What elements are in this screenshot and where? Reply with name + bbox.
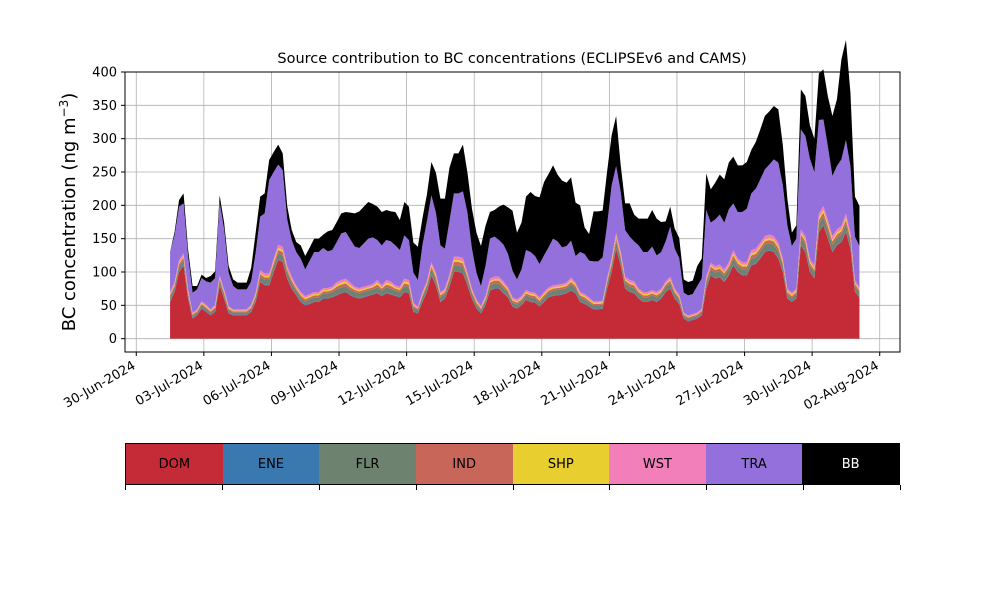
y-axis-ticks: 0 50 100 150 200 250 300 350 400 <box>92 66 125 347</box>
x-axis-ticks: 30-Jun-202403-Jul-202406-Jul-202409-Jul-… <box>61 352 882 414</box>
area-tra <box>170 119 860 316</box>
legend-item-dom: DOM <box>126 444 223 484</box>
legend-tick-mark <box>803 485 805 490</box>
legend-item-ind: IND <box>415 444 513 484</box>
legend-item-bb: BB <box>802 444 899 484</box>
x-tick-label: 27-Jul-2024 <box>674 358 747 409</box>
legend-ticks <box>125 485 901 491</box>
legend-tick-mark <box>318 485 320 490</box>
y-tick-label: 100 <box>92 266 117 281</box>
y-axis-label-main: BC concentration (ng m <box>59 117 80 331</box>
legend-tick-mark <box>221 485 223 490</box>
legend-item-shp: SHP <box>512 444 610 484</box>
legend-tick-mark <box>706 485 708 490</box>
y-axis-label: BC concentration (ng m−3) <box>57 93 80 332</box>
y-tick-label: 50 <box>100 299 117 314</box>
y-tick-label: 300 <box>92 132 117 147</box>
y-axis-label-close: ) <box>59 93 80 100</box>
source-legend: DOM ENE FLR IND SHP WST TRA BB <box>125 443 900 485</box>
y-tick-label: 400 <box>92 66 117 81</box>
plot-frame <box>124 71 901 353</box>
x-tick-label: 02-Aug-2024 <box>801 358 881 413</box>
x-tick-label: 15-Jul-2024 <box>403 358 476 409</box>
stacked-areas <box>170 40 860 339</box>
legend-tick-mark <box>125 485 126 490</box>
legend-tick-mark <box>609 485 611 490</box>
x-tick-label: 03-Jul-2024 <box>133 358 206 409</box>
y-tick-label: 200 <box>92 199 117 214</box>
x-tick-label: 30-Jun-2024 <box>61 358 138 411</box>
x-tick-label: 12-Jul-2024 <box>336 358 409 409</box>
legend-item-wst: WST <box>609 444 706 484</box>
x-tick-label: 06-Jul-2024 <box>201 358 274 409</box>
legend-tick-mark <box>512 485 514 490</box>
legend-item-flr: FLR <box>319 444 416 484</box>
area-dom <box>170 225 860 339</box>
y-tick-label: 150 <box>92 232 117 247</box>
chart-title: Source contribution to BC concentrations… <box>277 51 746 67</box>
y-tick-label: 250 <box>92 166 117 181</box>
x-tick-label: 24-Jul-2024 <box>606 358 679 409</box>
x-tick-label: 09-Jul-2024 <box>268 358 341 409</box>
legend-tick-mark <box>900 485 901 490</box>
area-bb <box>170 40 860 296</box>
y-axis-label-sup: −3 <box>57 100 71 118</box>
y-tick-label: 0 <box>109 332 117 347</box>
legend-item-ene: ENE <box>222 444 320 484</box>
x-tick-label: 21-Jul-2024 <box>539 358 612 409</box>
y-tick-label: 350 <box>92 99 117 114</box>
x-tick-label: 18-Jul-2024 <box>471 358 544 409</box>
legend-tick-mark <box>415 485 417 490</box>
legend-item-tra: TRA <box>705 444 803 484</box>
